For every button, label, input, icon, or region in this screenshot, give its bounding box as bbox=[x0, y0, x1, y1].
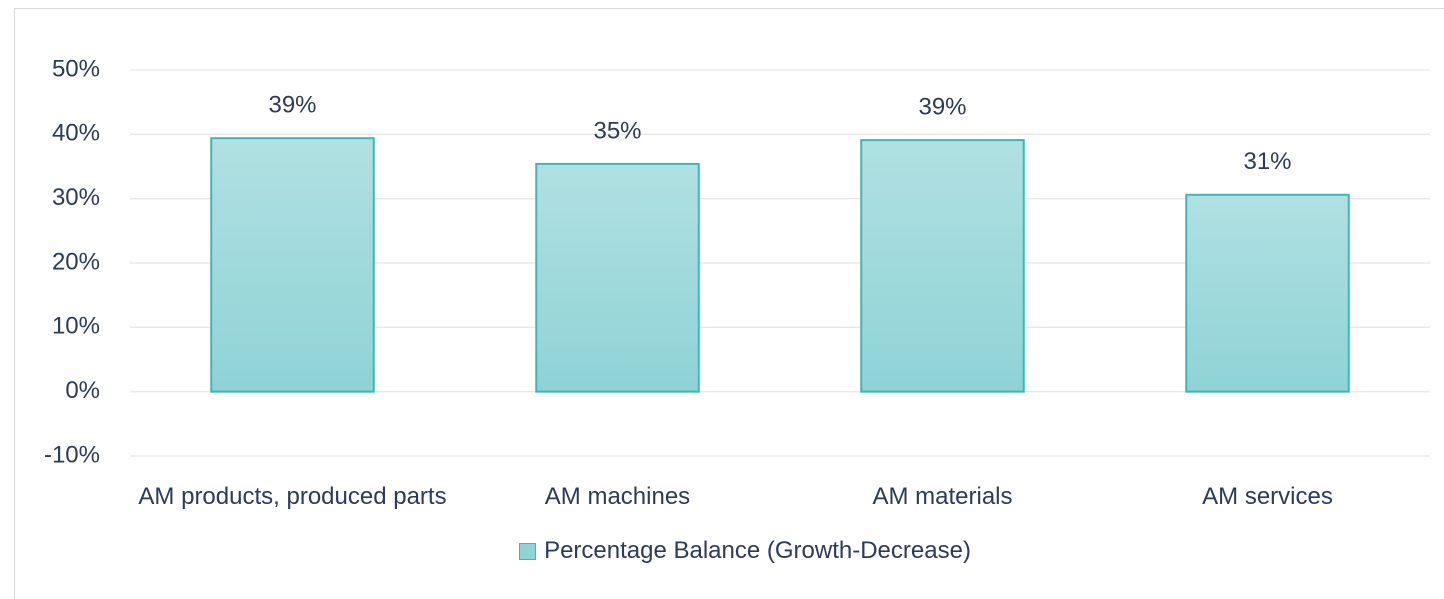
legend-label: Percentage Balance (Growth-Decrease) bbox=[544, 537, 971, 564]
legend-swatch bbox=[519, 542, 537, 560]
x-tick-label: AM products, produced parts bbox=[138, 483, 447, 510]
y-tick-label: -10% bbox=[44, 441, 100, 468]
x-tick-label: AM services bbox=[1202, 483, 1333, 510]
y-tick-label: 10% bbox=[52, 313, 100, 340]
bar-shade bbox=[537, 164, 698, 391]
bar-shade bbox=[1187, 195, 1348, 391]
data-label: 31% bbox=[1243, 148, 1291, 175]
y-tick-label: 0% bbox=[65, 377, 100, 404]
y-tick-label: 20% bbox=[52, 248, 100, 275]
x-tick-label: AM materials bbox=[872, 483, 1013, 510]
y-tick-label: 40% bbox=[52, 120, 100, 147]
data-label: 39% bbox=[268, 92, 316, 119]
y-tick-label: 50% bbox=[52, 55, 100, 82]
data-label: 39% bbox=[918, 93, 966, 120]
data-label: 35% bbox=[593, 117, 641, 144]
bar-shade bbox=[862, 141, 1023, 391]
bar-shade bbox=[212, 139, 373, 391]
y-tick-label: 30% bbox=[52, 184, 100, 211]
x-tick-label: AM machines bbox=[544, 483, 691, 510]
legend: Percentage Balance (Growth-Decrease) bbox=[0, 537, 1444, 565]
chart-frame bbox=[14, 8, 1444, 599]
